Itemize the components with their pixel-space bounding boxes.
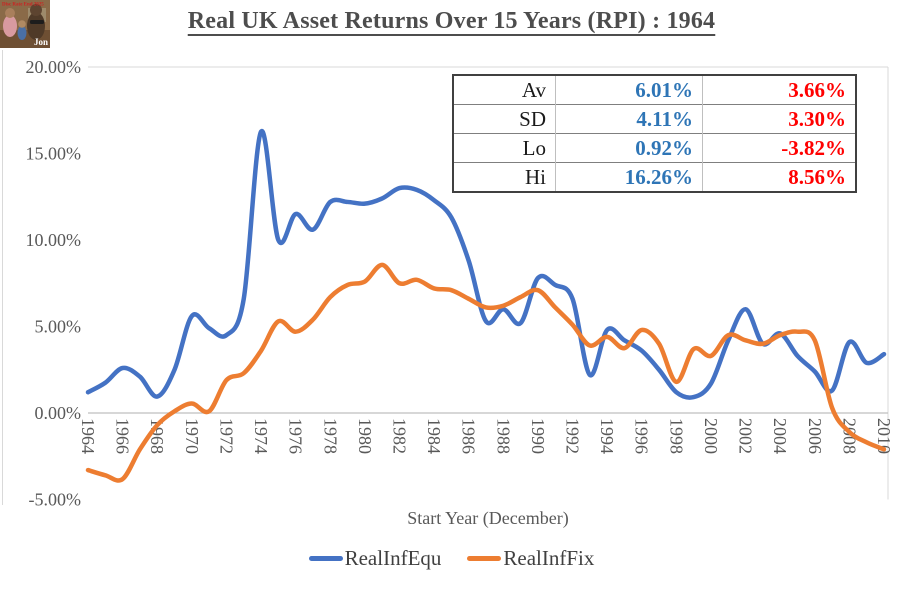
table-row: Av 6.01% 3.66% <box>453 75 856 105</box>
x-axis-tick-label: 1974 <box>251 418 271 454</box>
x-axis-tick-label: 1986 <box>459 418 479 454</box>
x-axis-tick-label: 2004 <box>770 418 790 454</box>
y-axis-tick-label: 20.00% <box>26 57 82 77</box>
stat-value-equity: 16.26% <box>555 162 703 192</box>
x-axis-tick-label: 2010 <box>874 418 894 454</box>
y-axis-tick-label: 15.00% <box>26 144 82 164</box>
series-line-realinfequ <box>85 129 887 400</box>
x-axis-tick-label: 1996 <box>632 418 652 454</box>
legend-line-swatch-blue <box>308 556 343 561</box>
x-axis-tick-label: 1982 <box>389 418 409 454</box>
x-axis-tick-label: 1998 <box>666 418 686 454</box>
x-axis-tick-label: 1984 <box>424 418 444 454</box>
x-axis-tick-label: 1994 <box>597 418 617 454</box>
x-axis-tick-label: 2000 <box>701 418 721 454</box>
x-axis-tick-label: 1978 <box>320 418 340 454</box>
stat-value-equity: 4.11% <box>555 104 703 134</box>
stat-label: Av <box>521 77 546 102</box>
stat-value-fixed: 3.66% <box>702 75 856 105</box>
x-axis-title: Start Year (December) <box>407 508 569 528</box>
legend-item-realinffix: RealInfFix <box>467 546 594 571</box>
x-axis-tick-label: 1988 <box>493 418 513 454</box>
chart-title: Real UK Asset Returns Over 15 Years (RPI… <box>187 8 716 34</box>
x-axis-tick-label: 1972 <box>216 418 236 454</box>
x-axis-tick-label: 2002 <box>736 418 756 454</box>
table-row: SD 4.11% 3.30% <box>453 104 856 134</box>
logo-signature: Jon <box>34 37 48 47</box>
x-axis-tick-label: 1992 <box>563 418 583 454</box>
stat-value-equity: 0.92% <box>555 133 703 163</box>
series-line-realinffix <box>85 262 887 483</box>
x-axis-tick-label: 1980 <box>355 418 375 454</box>
x-axis-tick-label: 1970 <box>182 418 202 454</box>
x-axis-tick-label: 1964 <box>78 418 98 454</box>
stat-value-fixed: 3.30% <box>702 104 856 134</box>
stat-label: SD <box>453 104 556 134</box>
x-axis-tick-label: 1976 <box>286 418 306 454</box>
stats-table: Av 6.01% 3.66% SD 4.11% 3.30% Lo 0.92% -… <box>452 74 857 193</box>
chart-legend: RealInfEqu RealInfFix <box>0 546 903 571</box>
x-axis-tick-label: 2006 <box>805 418 825 454</box>
stat-value-fixed: -3.82% <box>702 133 856 163</box>
logo-image: Disc Rate End 2025 Jon <box>0 0 50 48</box>
x-axis-tick-label: 1990 <box>528 418 548 454</box>
legend-line-swatch-orange <box>467 556 502 561</box>
y-axis-tick-label: 5.00% <box>35 317 82 337</box>
y-axis-tick-label: -5.00% <box>29 490 82 510</box>
y-axis-tick-label: 10.00% <box>26 230 82 250</box>
y-axis-tick-label: 0.00% <box>35 403 82 423</box>
stat-value-equity: 6.01% <box>555 75 703 105</box>
logo-top-text: Disc Rate End 2025 <box>2 3 44 8</box>
stat-label: Lo <box>453 133 556 163</box>
legend-item-realinfequ: RealInfEqu <box>308 546 442 571</box>
table-row: Lo 0.92% -3.82% <box>453 133 856 163</box>
table-row: Hi 16.26% 8.56% <box>453 162 856 192</box>
legend-label: RealInfEqu <box>344 546 442 570</box>
x-axis-tick-label: 1968 <box>147 418 167 454</box>
stat-label: Hi <box>453 162 556 192</box>
legend-label: RealInfFix <box>503 546 595 570</box>
stat-value-fixed: 8.56% <box>702 162 856 192</box>
x-axis-tick-label: 1966 <box>113 418 133 454</box>
